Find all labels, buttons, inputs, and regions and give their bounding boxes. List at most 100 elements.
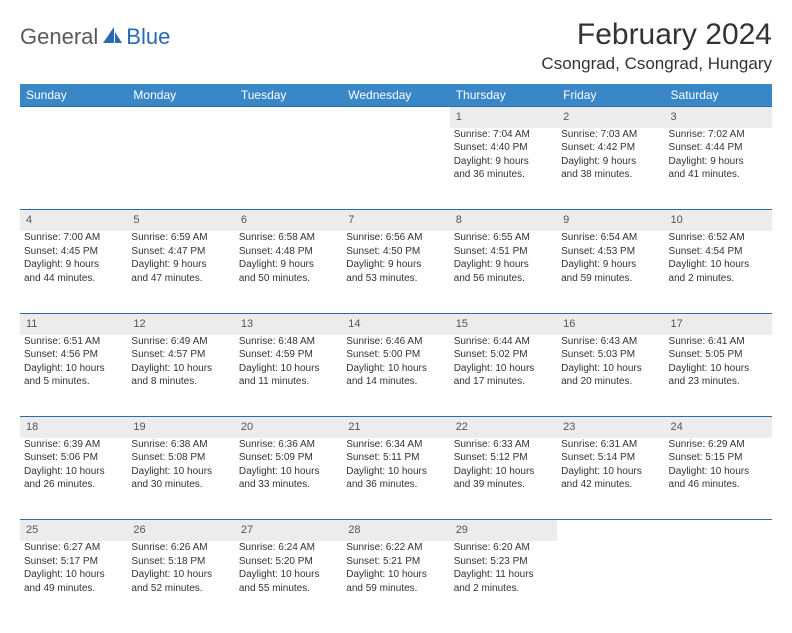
month-title: February 2024 — [541, 18, 772, 52]
sunrise-text: Sunrise: 6:29 AM — [669, 438, 768, 452]
day2-text: and 23 minutes. — [669, 375, 768, 389]
sunrise-text: Sunrise: 7:02 AM — [669, 128, 768, 142]
sunrise-text: Sunrise: 6:55 AM — [454, 231, 553, 245]
day-number: 16 — [557, 313, 664, 334]
day-number: 25 — [20, 520, 127, 541]
day-number: 26 — [127, 520, 234, 541]
day2-text: and 8 minutes. — [131, 375, 230, 389]
day-number: 10 — [665, 210, 772, 231]
day-cell: Sunrise: 6:36 AMSunset: 5:09 PMDaylight:… — [235, 438, 342, 520]
day-number — [20, 107, 127, 128]
day1-text: Daylight: 9 hours — [239, 258, 338, 272]
day-cell: Sunrise: 6:56 AMSunset: 4:50 PMDaylight:… — [342, 231, 449, 313]
sunrise-text: Sunrise: 6:22 AM — [346, 541, 445, 555]
sunrise-text: Sunrise: 6:38 AM — [131, 438, 230, 452]
day-number: 3 — [665, 107, 772, 128]
weekday-header: Wednesday — [342, 84, 449, 107]
day1-text: Daylight: 9 hours — [561, 155, 660, 169]
day-cell: Sunrise: 6:38 AMSunset: 5:08 PMDaylight:… — [127, 438, 234, 520]
sunset-text: Sunset: 5:23 PM — [454, 555, 553, 569]
sunrise-text: Sunrise: 7:00 AM — [24, 231, 123, 245]
day1-text: Daylight: 9 hours — [561, 258, 660, 272]
sunset-text: Sunset: 5:09 PM — [239, 451, 338, 465]
sunrise-text: Sunrise: 6:24 AM — [239, 541, 338, 555]
brand-part1: General — [20, 24, 98, 50]
sunset-text: Sunset: 5:00 PM — [346, 348, 445, 362]
sunset-text: Sunset: 4:45 PM — [24, 245, 123, 259]
sunrise-text: Sunrise: 6:54 AM — [561, 231, 660, 245]
sunrise-text: Sunrise: 6:51 AM — [24, 335, 123, 349]
day1-text: Daylight: 10 hours — [239, 465, 338, 479]
day1-text: Daylight: 9 hours — [454, 155, 553, 169]
day1-text: Daylight: 10 hours — [669, 465, 768, 479]
sunset-text: Sunset: 4:54 PM — [669, 245, 768, 259]
day-number — [235, 107, 342, 128]
day1-text: Daylight: 10 hours — [24, 362, 123, 376]
day-cell: Sunrise: 6:27 AMSunset: 5:17 PMDaylight:… — [20, 541, 127, 623]
calendar-body: 123Sunrise: 7:04 AMSunset: 4:40 PMDaylig… — [20, 107, 772, 624]
day1-text: Daylight: 10 hours — [131, 568, 230, 582]
day-number: 14 — [342, 313, 449, 334]
day2-text: and 42 minutes. — [561, 478, 660, 492]
sunset-text: Sunset: 5:15 PM — [669, 451, 768, 465]
header: General Blue February 2024 Csongrad, Cso… — [20, 18, 772, 74]
day2-text: and 59 minutes. — [346, 582, 445, 596]
brand-logo: General Blue — [20, 24, 170, 50]
sunset-text: Sunset: 5:21 PM — [346, 555, 445, 569]
sunrise-text: Sunrise: 6:52 AM — [669, 231, 768, 245]
sunset-text: Sunset: 4:51 PM — [454, 245, 553, 259]
day-detail-row: Sunrise: 6:39 AMSunset: 5:06 PMDaylight:… — [20, 438, 772, 520]
sunset-text: Sunset: 4:57 PM — [131, 348, 230, 362]
sunset-text: Sunset: 4:48 PM — [239, 245, 338, 259]
day-cell: Sunrise: 6:31 AMSunset: 5:14 PMDaylight:… — [557, 438, 664, 520]
sunset-text: Sunset: 4:59 PM — [239, 348, 338, 362]
day-number — [127, 107, 234, 128]
day1-text: Daylight: 10 hours — [669, 362, 768, 376]
day-cell: Sunrise: 6:22 AMSunset: 5:21 PMDaylight:… — [342, 541, 449, 623]
day-cell: Sunrise: 6:59 AMSunset: 4:47 PMDaylight:… — [127, 231, 234, 313]
weekday-header: Thursday — [450, 84, 557, 107]
day2-text: and 56 minutes. — [454, 272, 553, 286]
sunset-text: Sunset: 4:44 PM — [669, 141, 768, 155]
day-number: 2 — [557, 107, 664, 128]
day-cell — [127, 128, 234, 210]
day2-text: and 11 minutes. — [239, 375, 338, 389]
day-detail-row: Sunrise: 7:00 AMSunset: 4:45 PMDaylight:… — [20, 231, 772, 313]
day2-text: and 50 minutes. — [239, 272, 338, 286]
day-cell — [665, 541, 772, 623]
day1-text: Daylight: 9 hours — [24, 258, 123, 272]
sunrise-text: Sunrise: 6:36 AM — [239, 438, 338, 452]
day-cell: Sunrise: 7:04 AMSunset: 4:40 PMDaylight:… — [450, 128, 557, 210]
day-cell: Sunrise: 6:24 AMSunset: 5:20 PMDaylight:… — [235, 541, 342, 623]
day1-text: Daylight: 9 hours — [131, 258, 230, 272]
day-number: 20 — [235, 417, 342, 438]
day1-text: Daylight: 11 hours — [454, 568, 553, 582]
day2-text: and 53 minutes. — [346, 272, 445, 286]
day1-text: Daylight: 10 hours — [239, 362, 338, 376]
brand-part2: Blue — [126, 24, 170, 50]
sunset-text: Sunset: 5:12 PM — [454, 451, 553, 465]
sunset-text: Sunset: 5:08 PM — [131, 451, 230, 465]
day2-text: and 36 minutes. — [454, 168, 553, 182]
day-cell: Sunrise: 6:41 AMSunset: 5:05 PMDaylight:… — [665, 335, 772, 417]
sunrise-text: Sunrise: 7:04 AM — [454, 128, 553, 142]
day2-text: and 2 minutes. — [669, 272, 768, 286]
sunset-text: Sunset: 5:17 PM — [24, 555, 123, 569]
day2-text: and 2 minutes. — [454, 582, 553, 596]
day-number — [665, 520, 772, 541]
day-cell: Sunrise: 6:58 AMSunset: 4:48 PMDaylight:… — [235, 231, 342, 313]
sunset-text: Sunset: 5:02 PM — [454, 348, 553, 362]
day1-text: Daylight: 10 hours — [131, 465, 230, 479]
day2-text: and 47 minutes. — [131, 272, 230, 286]
day-number: 13 — [235, 313, 342, 334]
day-cell — [342, 128, 449, 210]
day1-text: Daylight: 10 hours — [24, 465, 123, 479]
day2-text: and 33 minutes. — [239, 478, 338, 492]
day2-text: and 49 minutes. — [24, 582, 123, 596]
sunrise-text: Sunrise: 6:49 AM — [131, 335, 230, 349]
sunrise-text: Sunrise: 6:43 AM — [561, 335, 660, 349]
sunset-text: Sunset: 4:40 PM — [454, 141, 553, 155]
day-cell: Sunrise: 6:20 AMSunset: 5:23 PMDaylight:… — [450, 541, 557, 623]
sunrise-text: Sunrise: 6:20 AM — [454, 541, 553, 555]
sunset-text: Sunset: 5:11 PM — [346, 451, 445, 465]
